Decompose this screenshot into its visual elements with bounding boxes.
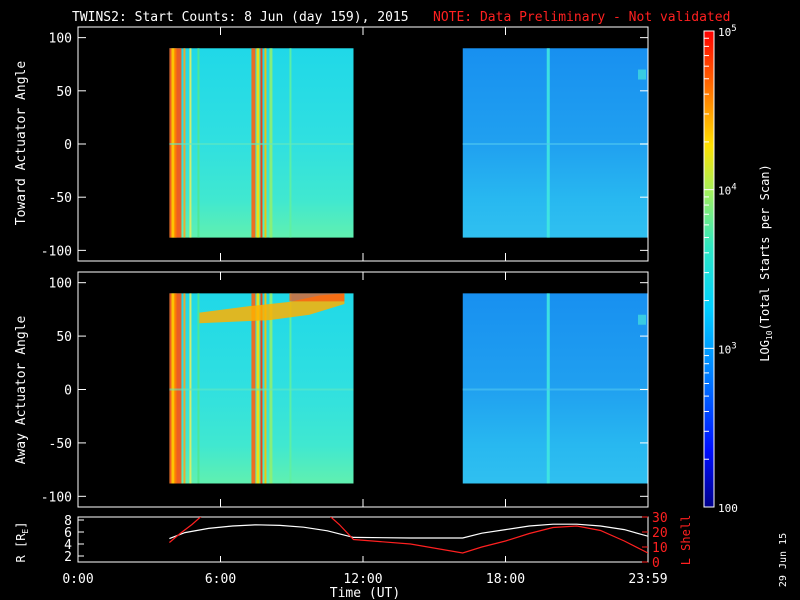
away-panel: 100 50 0 -50 -100 [41,271,649,508]
heatmap-spot [638,314,646,325]
orbit-rtick-label: 20 [652,526,668,541]
heatmap-stripe [183,48,186,238]
orbit-ytick-label: 6 [64,526,72,541]
colorbar-tick-label: 100 [718,502,738,515]
colorbar-tick-label: 105 [718,24,737,39]
heatmap-stripe [269,293,273,484]
ytick-label: 50 [56,330,72,345]
heatmap-stripe [260,48,263,238]
toward-ylabel: Toward Actuator Angle [14,61,29,226]
orbit-ytick-label: 8 [64,514,72,529]
ytick-label: -50 [49,437,72,452]
xtick-label: 6:00 [205,572,236,587]
date-stamp: 29 Jun 15 [778,533,789,587]
heatmap-stripe [171,48,175,238]
ytick-label: 0 [64,138,72,153]
colorbar-tick-label: 103 [718,341,737,356]
heatmap-zero-band [169,143,354,145]
away-ylabel: Away Actuator Angle [14,315,29,464]
colorbar: 105 104 103 100 [703,24,738,515]
heatmap-block [462,48,648,238]
xtick-label: 0:00 [62,572,93,587]
xaxis-label: Time (UT) [330,586,400,600]
xtick-label: 18:00 [486,572,525,587]
heatmap-zero-band [169,388,354,391]
heatmap-spot [638,69,646,80]
heatmap-stripe [264,48,267,238]
toward-panel: 100 50 0 -50 -100 [41,26,649,262]
heatmap-block [462,293,648,484]
heatmap-stripe [171,293,175,484]
heatmap-stripe [546,48,550,238]
heatmap-hot-band [289,293,345,302]
heatmap-stripe [189,293,192,484]
orbit-left-ylabel: R [RE] [14,522,30,563]
heatmap-stripe [264,293,267,484]
orbit-rtick-label: 10 [652,541,668,556]
heatmap-stripe [197,293,200,484]
orbit-ytick-label: 2 [64,550,72,565]
colorbar-tick-label: 104 [718,183,737,198]
heatmap-stripe [251,48,256,238]
heatmap-zero-band [462,143,648,145]
heatmap-stripe [251,293,256,484]
colorbar-gradient [703,30,715,508]
orbit-rtick-label: 30 [652,511,668,526]
ytick-label: -100 [41,244,72,259]
heatmap-stripe [256,48,260,238]
preliminary-note: NOTE: Data Preliminary - Not validated [433,10,730,25]
heatmap-stripe [183,293,186,484]
ytick-label: 50 [56,85,72,100]
orbit-rtick-label: 0 [652,556,660,571]
r-distance-line [169,523,648,540]
xtick-label: 12:00 [343,572,382,587]
ytick-label: 100 [49,277,72,292]
lshell-line [169,517,648,554]
heatmap-stripe [269,48,273,238]
heatmap-stripe [174,293,177,484]
heatmap-zero-band [462,388,648,391]
heatmap-stripe [256,293,260,484]
ytick-label: 100 [49,32,72,47]
heatmap-stripe [289,293,292,484]
heatmap-stripe [546,293,550,484]
chart-title: TWINS2: Start Counts: 8 Jun (day 159), 2… [72,10,409,25]
ytick-label: -50 [49,191,72,206]
orbit-right-ylabel: L Shell [679,515,693,566]
ytick-label: -100 [41,490,72,505]
heatmap-stripe [289,48,292,238]
heatmap-stripe [189,48,192,238]
heatmap-stripe [260,293,263,484]
colorbar-label: LOG10(Total Starts per Scan) [758,164,774,362]
ytick-label: 0 [64,384,72,399]
xtick-label: 23:59 [628,572,667,587]
orbit-ytick-label: 4 [64,538,72,553]
heatmap-stripe [197,48,200,238]
heatmap-stripe [174,48,177,238]
